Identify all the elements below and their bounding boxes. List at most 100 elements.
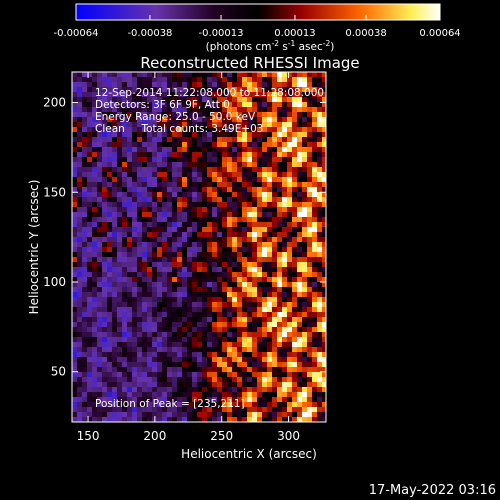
heatmap-cell: [167, 292, 173, 298]
heatmap-cell: [82, 222, 88, 228]
heatmap-cell: [282, 242, 288, 248]
heatmap-cell: [242, 147, 248, 153]
heatmap-cell: [172, 177, 178, 183]
heatmap-cell: [197, 182, 203, 188]
heatmap-cell: [147, 117, 153, 123]
heatmap-cell: [292, 112, 298, 118]
heatmap-cell: [172, 392, 178, 398]
heatmap-cell: [182, 392, 188, 398]
heatmap-cell: [152, 262, 158, 268]
heatmap-cell: [72, 72, 78, 78]
heatmap-cell: [242, 202, 248, 208]
heatmap-cell: [232, 77, 238, 83]
heatmap-cell: [72, 167, 78, 173]
heatmap-cell: [297, 197, 303, 203]
heatmap-cell: [172, 387, 178, 393]
heatmap-cell: [107, 152, 113, 158]
heatmap-cell: [197, 217, 203, 223]
heatmap-cell: [82, 412, 88, 418]
heatmap-cell: [257, 377, 263, 383]
heatmap-cell: [252, 342, 258, 348]
heatmap-cell: [272, 397, 278, 403]
heatmap-cell: [197, 262, 203, 268]
heatmap-cell: [277, 142, 283, 148]
heatmap-cell: [287, 387, 293, 393]
heatmap-cell: [177, 367, 183, 373]
heatmap-cell: [177, 282, 183, 288]
heatmap-cell: [92, 217, 98, 223]
heatmap-cell: [77, 262, 83, 268]
heatmap-cell: [277, 132, 283, 138]
heatmap-cell: [207, 372, 213, 378]
heatmap-cell: [92, 362, 98, 368]
heatmap-cell: [292, 417, 298, 422]
heatmap-cell: [217, 367, 223, 373]
heatmap-cell: [192, 382, 198, 388]
heatmap-cell: [202, 242, 208, 248]
heatmap-cell: [322, 72, 326, 78]
heatmap-cell: [317, 187, 323, 193]
heatmap-cell: [147, 417, 153, 422]
heatmap-cell: [172, 237, 178, 243]
heatmap-cell: [152, 397, 158, 403]
heatmap-cell: [202, 112, 208, 118]
heatmap-cell: [272, 172, 278, 178]
heatmap-cell: [277, 202, 283, 208]
heatmap-cell: [107, 287, 113, 293]
heatmap-cell: [297, 102, 303, 108]
heatmap-cell: [317, 127, 323, 133]
heatmap-cell: [277, 267, 283, 273]
heatmap-cell: [107, 347, 113, 353]
heatmap-cell: [312, 272, 318, 278]
heatmap-cell: [222, 312, 228, 318]
heatmap-cell: [297, 342, 303, 348]
heatmap-cell: [247, 92, 253, 98]
heatmap-cell: [302, 237, 308, 243]
heatmap-cell: [87, 292, 93, 298]
heatmap-cell: [267, 287, 273, 293]
heatmap-cell: [177, 292, 183, 298]
heatmap-cell: [112, 77, 118, 83]
heatmap-cell: [97, 212, 103, 218]
heatmap-cell: [277, 72, 283, 78]
heatmap-cell: [137, 397, 143, 403]
heatmap-cell: [182, 342, 188, 348]
heatmap-cell: [302, 292, 308, 298]
heatmap-cell: [112, 127, 118, 133]
heatmap-cell: [117, 127, 123, 133]
heatmap-cell: [127, 307, 133, 313]
heatmap-cell: [257, 347, 263, 353]
heatmap-cell: [312, 112, 318, 118]
heatmap-cell: [147, 107, 153, 113]
heatmap-cell: [97, 72, 103, 78]
heatmap-cell: [157, 417, 163, 422]
heatmap-cell: [222, 352, 228, 358]
heatmap-cell: [97, 157, 103, 163]
heatmap-cell: [147, 182, 153, 188]
heatmap-cell: [307, 222, 313, 228]
heatmap-cell: [217, 157, 223, 163]
heatmap-cell: [87, 207, 93, 213]
heatmap-cell: [322, 247, 326, 253]
heatmap-cell: [257, 327, 263, 333]
heatmap-cell: [172, 277, 178, 283]
heatmap-cell: [187, 327, 193, 333]
heatmap-cell: [252, 387, 258, 393]
heatmap-cell: [202, 97, 208, 103]
heatmap-cell: [322, 257, 326, 263]
heatmap-cell: [137, 107, 143, 113]
heatmap-cell: [312, 252, 318, 258]
heatmap-cell: [157, 252, 163, 258]
heatmap-cell: [322, 317, 326, 323]
heatmap-cell: [137, 157, 143, 163]
heatmap-cell: [77, 272, 83, 278]
heatmap-cell: [322, 352, 326, 358]
heatmap-cell: [117, 212, 123, 218]
heatmap-cell: [172, 312, 178, 318]
heatmap-cell: [237, 77, 243, 83]
heatmap-cell: [172, 212, 178, 218]
heatmap-cell: [252, 412, 258, 418]
heatmap-cell: [77, 282, 83, 288]
heatmap-cell: [297, 202, 303, 208]
heatmap-cell: [92, 72, 98, 78]
